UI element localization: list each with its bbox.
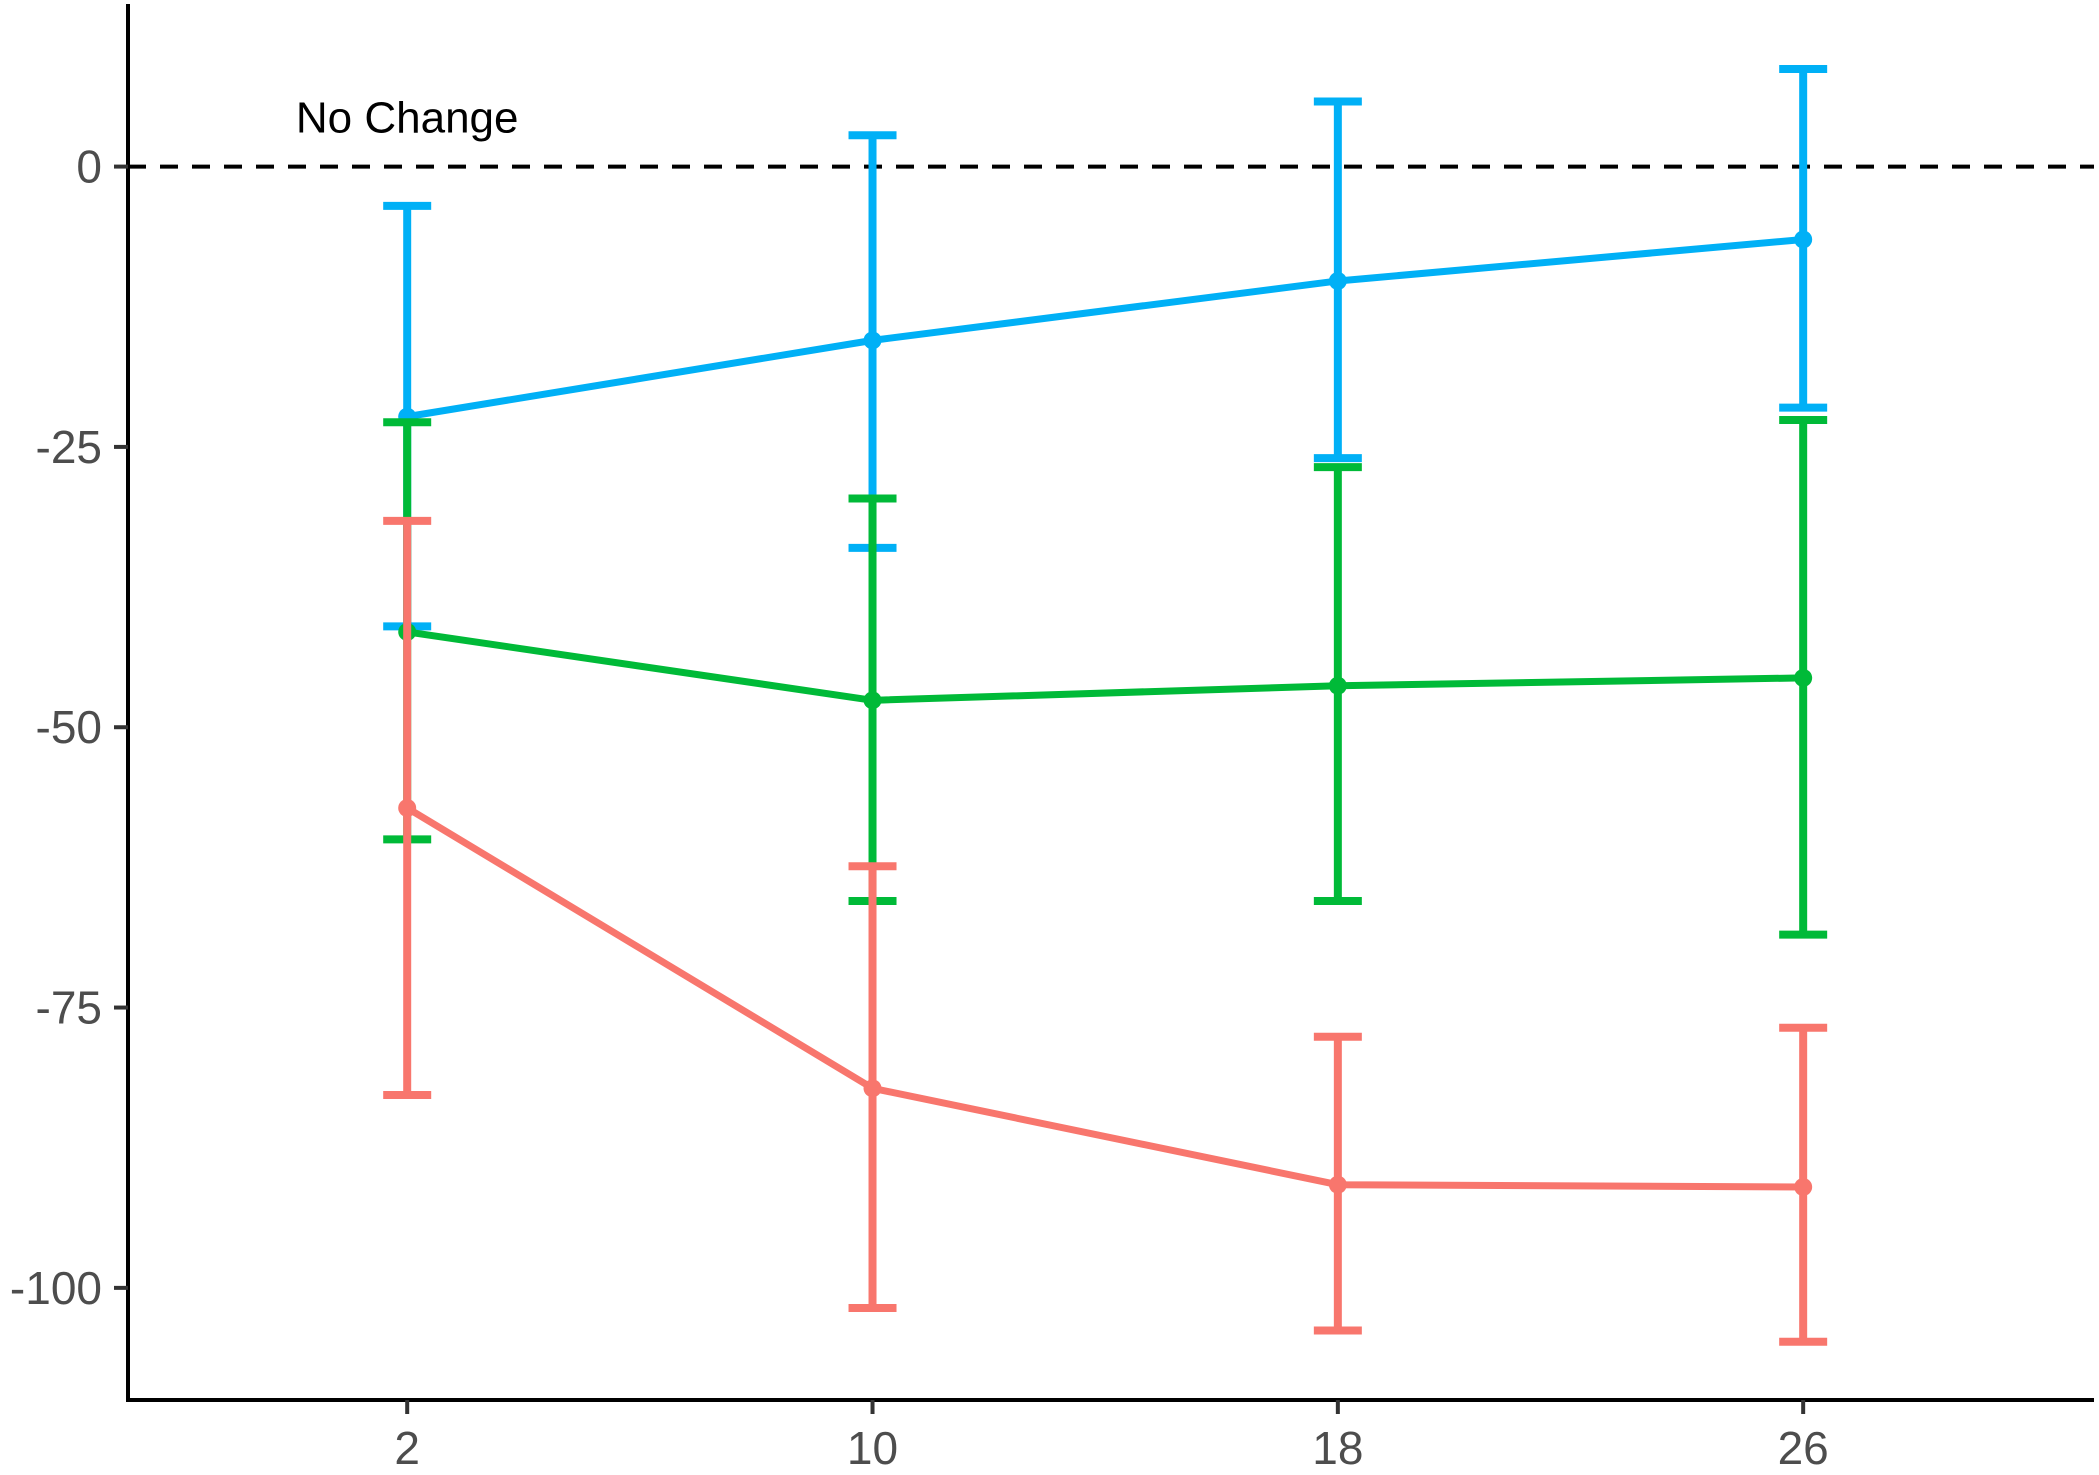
data-point	[863, 691, 882, 710]
y-tick-label: 0	[76, 141, 102, 193]
data-point	[1794, 230, 1813, 249]
series-0	[383, 65, 1828, 631]
series-line	[406, 628, 1804, 704]
data-point	[1794, 1177, 1813, 1196]
data-point	[398, 798, 417, 817]
y-tick-label: -75	[36, 982, 102, 1034]
data-point	[1328, 1175, 1347, 1194]
x-tick-label: 18	[1312, 1422, 1363, 1474]
series-2	[383, 516, 1828, 1346]
y-tick-label: -50	[36, 701, 102, 753]
data-point	[863, 1079, 882, 1098]
x-tick-label: 2	[394, 1422, 420, 1474]
x-tick-label: 10	[847, 1422, 898, 1474]
y-tick-label: -100	[10, 1262, 102, 1314]
series-line	[405, 804, 1804, 1191]
y-tick-label: -25	[36, 421, 102, 473]
data-point	[1794, 668, 1813, 687]
axes-layer: 0 -25 -50 -75 -100 2 10 18 26	[10, 4, 2094, 1474]
series-layer	[383, 65, 1828, 1346]
series-line	[406, 235, 1804, 421]
x-tick-label: 26	[1778, 1422, 1829, 1474]
reference-label: No Change	[296, 94, 519, 143]
data-point	[1328, 676, 1347, 695]
data-point	[863, 331, 882, 350]
reference-layer: No Change	[128, 94, 2094, 169]
data-point	[1328, 271, 1347, 290]
series-1	[383, 415, 1828, 939]
